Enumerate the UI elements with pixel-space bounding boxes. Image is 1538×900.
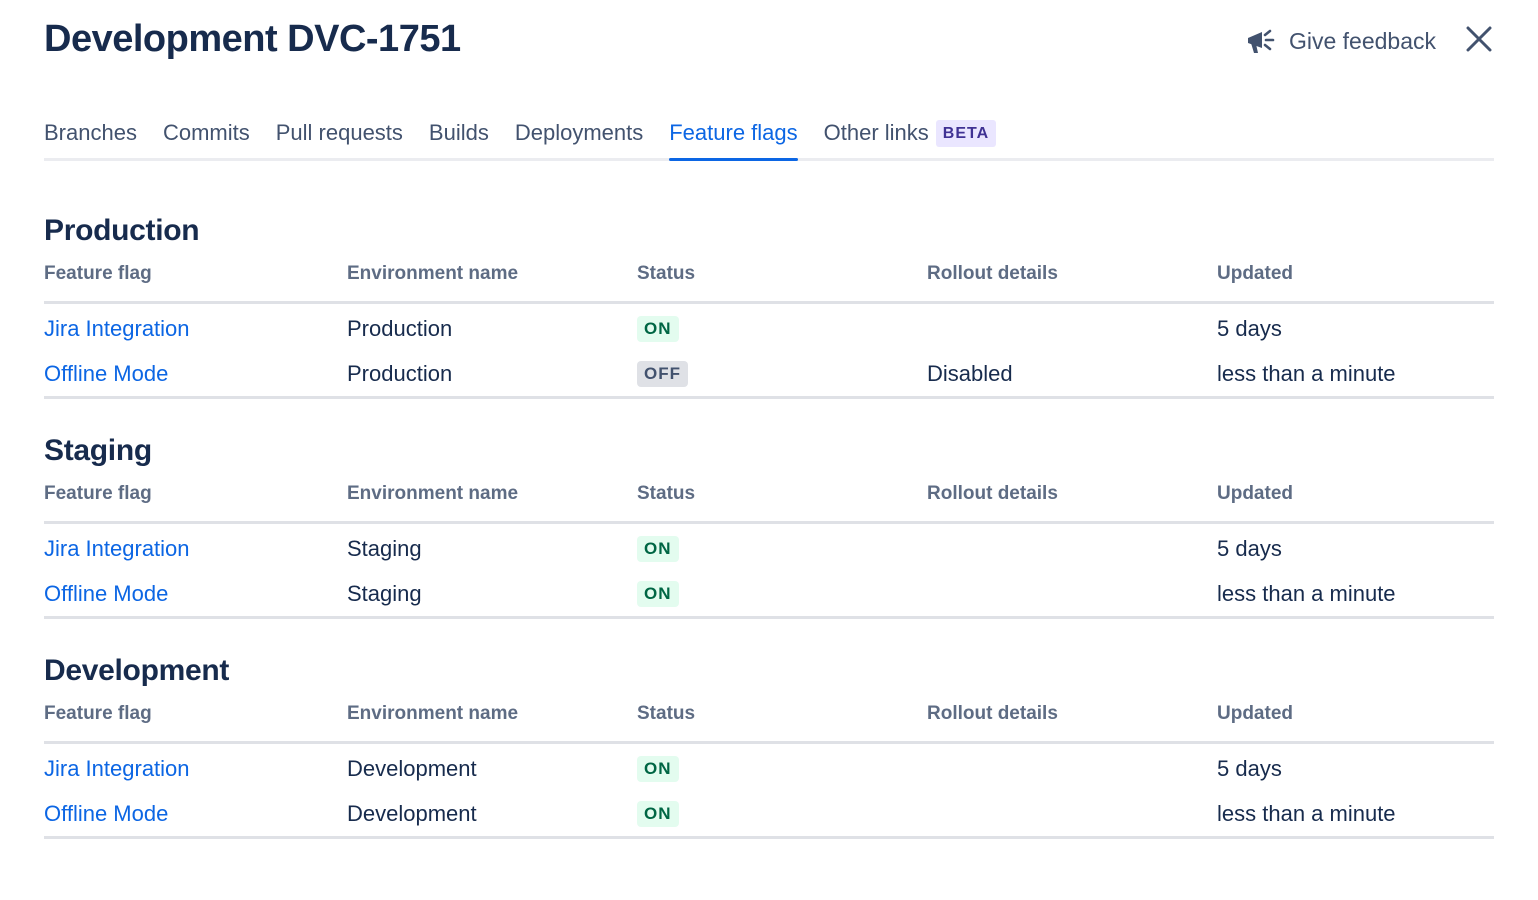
- table-row: Offline Mode Production OFF Disabled les…: [44, 351, 1494, 396]
- status-badge: ON: [637, 756, 679, 783]
- give-feedback-button[interactable]: Give feedback: [1245, 26, 1436, 56]
- column-header-rollout: Rollout details: [927, 263, 1058, 284]
- updated-time: 5 days: [1217, 756, 1282, 781]
- status-badge: ON: [637, 536, 679, 563]
- tab-commits[interactable]: Commits: [163, 114, 250, 158]
- tab-label: Feature flags: [669, 120, 798, 145]
- column-header-status: Status: [637, 483, 696, 504]
- column-header-status: Status: [637, 703, 696, 724]
- column-header-updated: Updated: [1217, 263, 1293, 284]
- status-cell: ON: [637, 526, 679, 571]
- tab-label: Pull requests: [275, 120, 403, 145]
- status-cell: OFF: [637, 351, 688, 396]
- section-title: Staging: [44, 434, 152, 467]
- table-body: Jira Integration Production ON 5 days Of…: [44, 304, 1494, 399]
- section-title: Development: [44, 654, 230, 687]
- megaphone-icon: [1245, 26, 1279, 56]
- column-header-updated: Updated: [1217, 483, 1293, 504]
- column-header-status: Status: [637, 263, 696, 284]
- give-feedback-label: Give feedback: [1288, 27, 1436, 54]
- column-header-feature-flag: Feature flag: [44, 263, 152, 284]
- status-cell: ON: [637, 791, 679, 836]
- close-button[interactable]: [1464, 26, 1494, 56]
- status-badge: ON: [637, 316, 679, 343]
- environment-name: Staging: [347, 581, 422, 606]
- status-cell: ON: [637, 571, 679, 616]
- feature-flag-link[interactable]: Jira Integration: [44, 536, 190, 561]
- environment-name: Development: [347, 756, 477, 781]
- tab-feature-flags[interactable]: Feature flags: [669, 114, 799, 161]
- table-header: Feature flag Environment name Status Rol…: [44, 261, 1494, 304]
- table-header: Feature flag Environment name Status Rol…: [44, 701, 1494, 744]
- status-badge: OFF: [637, 361, 688, 388]
- section-title: Production: [44, 214, 200, 247]
- table-row: Jira Integration Production ON 5 days: [44, 306, 1494, 351]
- column-header-feature-flag: Feature flag: [44, 703, 152, 724]
- page-title: Development DVC-1751: [44, 18, 461, 60]
- table-row: Offline Mode Staging ON less than a minu…: [44, 571, 1494, 616]
- column-header-environment: Environment name: [347, 483, 519, 504]
- tab-pull-requests[interactable]: Pull requests: [276, 114, 403, 158]
- table-body: Jira Integration Staging ON 5 days Offli…: [44, 524, 1494, 619]
- tab-label: Commits: [162, 120, 250, 145]
- updated-time: less than a minute: [1217, 581, 1396, 606]
- table-row: Jira Integration Staging ON 5 days: [44, 526, 1494, 571]
- environment-name: Development: [347, 801, 477, 826]
- section-staging: Staging Feature flag Environment name St…: [44, 431, 1494, 619]
- status-cell: ON: [637, 306, 679, 351]
- environment-name: Production: [347, 361, 453, 386]
- updated-time: less than a minute: [1217, 801, 1396, 826]
- table-row: Offline Mode Development ON less than a …: [44, 791, 1494, 836]
- table-body: Jira Integration Development ON 5 days O…: [44, 744, 1494, 839]
- tab-bar: Branches Commits Pull requests Builds De…: [44, 114, 1494, 161]
- column-header-environment: Environment name: [347, 263, 519, 284]
- tab-label: Branches: [44, 120, 137, 145]
- rollout-details: Disabled: [927, 361, 1013, 386]
- updated-time: 5 days: [1217, 536, 1282, 561]
- tab-deployments[interactable]: Deployments: [515, 114, 643, 158]
- status-badge: ON: [637, 581, 679, 608]
- status-cell: ON: [637, 746, 679, 791]
- column-header-feature-flag: Feature flag: [44, 483, 152, 504]
- column-header-rollout: Rollout details: [927, 483, 1058, 504]
- beta-badge: BETA: [935, 120, 997, 147]
- table-header: Feature flag Environment name Status Rol…: [44, 481, 1494, 524]
- updated-time: less than a minute: [1217, 361, 1396, 386]
- column-header-environment: Environment name: [347, 703, 519, 724]
- tab-builds[interactable]: Builds: [429, 114, 489, 158]
- environment-name: Staging: [347, 536, 422, 561]
- environment-name: Production: [347, 316, 453, 341]
- section-production: Production Feature flag Environment name…: [44, 211, 1494, 399]
- feature-flag-link[interactable]: Jira Integration: [44, 756, 190, 781]
- feature-flag-link[interactable]: Offline Mode: [44, 361, 169, 386]
- tab-other-links[interactable]: Other links BETA: [824, 114, 997, 158]
- feature-flag-link[interactable]: Jira Integration: [44, 316, 190, 341]
- close-icon: [1466, 26, 1492, 57]
- column-header-rollout: Rollout details: [927, 703, 1058, 724]
- status-badge: ON: [637, 801, 679, 828]
- feature-flag-link[interactable]: Offline Mode: [44, 581, 169, 606]
- tab-branches[interactable]: Branches: [44, 114, 137, 158]
- column-header-updated: Updated: [1217, 703, 1293, 724]
- section-development: Development Feature flag Environment nam…: [44, 651, 1494, 839]
- tab-label: Deployments: [514, 120, 644, 145]
- tab-label: Other links: [823, 120, 929, 145]
- feature-flags-panel: Development DVC-1751 Give feedback Branc…: [44, 0, 1494, 900]
- table-row: Jira Integration Development ON 5 days: [44, 746, 1494, 791]
- updated-time: 5 days: [1217, 316, 1282, 341]
- tab-label: Builds: [428, 120, 489, 145]
- feature-flag-link[interactable]: Offline Mode: [44, 801, 169, 826]
